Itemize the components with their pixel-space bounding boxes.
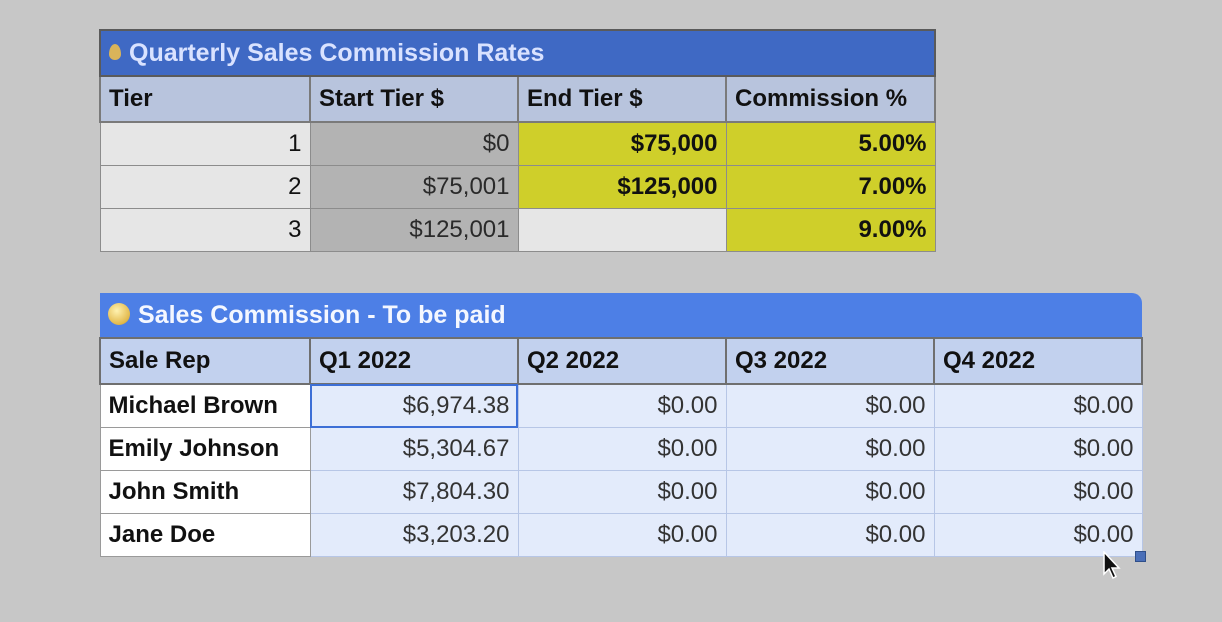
- table-row: Jane Doe $3,203.20 $0.00 $0.00 $0.00: [99, 513, 1143, 557]
- cell-end-tier[interactable]: $125,000: [517, 165, 727, 209]
- header-q4[interactable]: Q4 2022: [933, 337, 1143, 385]
- cell-q4[interactable]: $0.00: [933, 427, 1143, 471]
- header-tier[interactable]: Tier: [99, 75, 311, 123]
- cell-end-tier[interactable]: [517, 208, 727, 252]
- table-row: 2 $75,001 $125,000 7.00%: [99, 165, 936, 209]
- table-row: 1 $0 $75,000 5.00%: [99, 121, 936, 166]
- cell-commission[interactable]: 5.00%: [725, 121, 936, 166]
- cell-q3[interactable]: $0.00: [725, 470, 935, 514]
- cell-commission[interactable]: 9.00%: [725, 208, 936, 252]
- rates-table-title-cell[interactable]: Quarterly Sales Commission Rates: [98, 29, 937, 77]
- header-end-tier[interactable]: End Tier $: [517, 75, 727, 123]
- cell-q1[interactable]: $3,203.20: [309, 513, 519, 557]
- header-q2[interactable]: Q2 2022: [517, 337, 727, 385]
- cell-q4[interactable]: $0.00: [933, 383, 1143, 428]
- cell-start-tier[interactable]: $125,001: [309, 208, 519, 252]
- cell-end-tier[interactable]: $75,000: [517, 121, 727, 166]
- table-row: John Smith $7,804.30 $0.00 $0.00 $0.00: [99, 470, 1143, 514]
- rates-header-row: Tier Start Tier $ End Tier $ Commission …: [99, 75, 937, 123]
- cell-sale-rep[interactable]: Emily Johnson: [99, 427, 311, 471]
- cell-q4[interactable]: $0.00: [933, 513, 1143, 557]
- cell-sale-rep[interactable]: Michael Brown: [99, 383, 311, 428]
- header-sale-rep[interactable]: Sale Rep: [99, 337, 311, 385]
- cell-commission[interactable]: 7.00%: [725, 165, 936, 209]
- commission-rates-table: Quarterly Sales Commission Rates Tier St…: [98, 29, 937, 252]
- cell-q4[interactable]: $0.00: [933, 470, 1143, 514]
- cell-q2[interactable]: $0.00: [517, 427, 727, 471]
- coin-icon: [108, 302, 130, 325]
- drop-icon: [109, 43, 121, 60]
- cell-q2[interactable]: $0.00: [517, 513, 727, 557]
- table-row: Emily Johnson $5,304.67 $0.00 $0.00 $0.0…: [99, 427, 1143, 471]
- commission-payout-table: Sales Commission - To be paid Sale Rep Q…: [99, 293, 1143, 557]
- arrow-cursor-icon: [1103, 551, 1121, 580]
- cell-sale-rep[interactable]: Jane Doe: [99, 513, 311, 557]
- selection-fill-handle[interactable]: [1135, 551, 1146, 562]
- cell-tier[interactable]: 3: [99, 208, 311, 252]
- cell-q3[interactable]: $0.00: [725, 427, 935, 471]
- payout-header-row: Sale Rep Q1 2022 Q2 2022 Q3 2022 Q4 2022: [99, 337, 1143, 385]
- header-q1[interactable]: Q1 2022: [309, 337, 519, 385]
- cell-start-tier[interactable]: $0: [309, 121, 519, 166]
- cell-q1-active[interactable]: $6,974.38: [309, 383, 519, 428]
- cell-tier[interactable]: 2: [99, 165, 311, 209]
- cell-q3[interactable]: $0.00: [725, 513, 935, 557]
- cell-tier[interactable]: 1: [99, 121, 311, 166]
- header-start-tier[interactable]: Start Tier $: [309, 75, 519, 123]
- table-row: Michael Brown $6,974.38 $0.00 $0.00 $0.0…: [99, 383, 1143, 428]
- rates-table-title: Quarterly Sales Commission Rates: [129, 38, 545, 67]
- cell-q3[interactable]: $0.00: [725, 383, 935, 428]
- cell-sale-rep[interactable]: John Smith: [99, 470, 311, 514]
- table-row: 3 $125,001 9.00%: [99, 208, 936, 252]
- cell-q1[interactable]: $7,804.30: [309, 470, 519, 514]
- header-commission[interactable]: Commission %: [724, 75, 937, 123]
- payout-table-title: Sales Commission - To be paid: [138, 300, 506, 329]
- cell-q1[interactable]: $5,304.67: [309, 427, 519, 471]
- cell-start-tier[interactable]: $75,001: [309, 165, 519, 209]
- cell-q2[interactable]: $0.00: [517, 470, 727, 514]
- cell-q2[interactable]: $0.00: [517, 383, 727, 428]
- payout-table-title-cell[interactable]: Sales Commission - To be paid: [100, 293, 1142, 338]
- header-q3[interactable]: Q3 2022: [725, 337, 935, 385]
